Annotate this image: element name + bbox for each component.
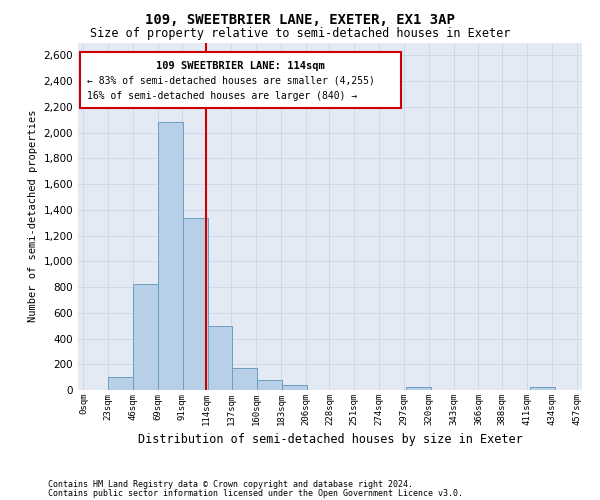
Text: ← 83% of semi-detached houses are smaller (4,255): ← 83% of semi-detached houses are smalle… bbox=[86, 76, 374, 86]
Bar bbox=[208, 326, 232, 390]
Text: 109, SWEETBRIER LANE, EXETER, EX1 3AP: 109, SWEETBRIER LANE, EXETER, EX1 3AP bbox=[145, 12, 455, 26]
Bar bbox=[108, 377, 133, 390]
Text: 109 SWEETBRIER LANE: 114sqm: 109 SWEETBRIER LANE: 114sqm bbox=[156, 60, 325, 70]
Bar bbox=[406, 387, 431, 390]
Bar bbox=[182, 218, 208, 390]
Text: Contains HM Land Registry data © Crown copyright and database right 2024.: Contains HM Land Registry data © Crown c… bbox=[48, 480, 413, 489]
Bar bbox=[133, 284, 158, 390]
X-axis label: Distribution of semi-detached houses by size in Exeter: Distribution of semi-detached houses by … bbox=[137, 434, 523, 446]
Bar bbox=[232, 368, 257, 390]
Bar bbox=[257, 380, 282, 390]
Y-axis label: Number of semi-detached properties: Number of semi-detached properties bbox=[28, 110, 38, 322]
Bar bbox=[530, 387, 555, 390]
Text: Contains public sector information licensed under the Open Government Licence v3: Contains public sector information licen… bbox=[48, 489, 463, 498]
Text: Size of property relative to semi-detached houses in Exeter: Size of property relative to semi-detach… bbox=[90, 28, 510, 40]
Bar bbox=[282, 385, 307, 390]
FancyBboxPatch shape bbox=[80, 52, 401, 108]
Text: 16% of semi-detached houses are larger (840) →: 16% of semi-detached houses are larger (… bbox=[86, 90, 357, 101]
Bar bbox=[158, 122, 182, 390]
